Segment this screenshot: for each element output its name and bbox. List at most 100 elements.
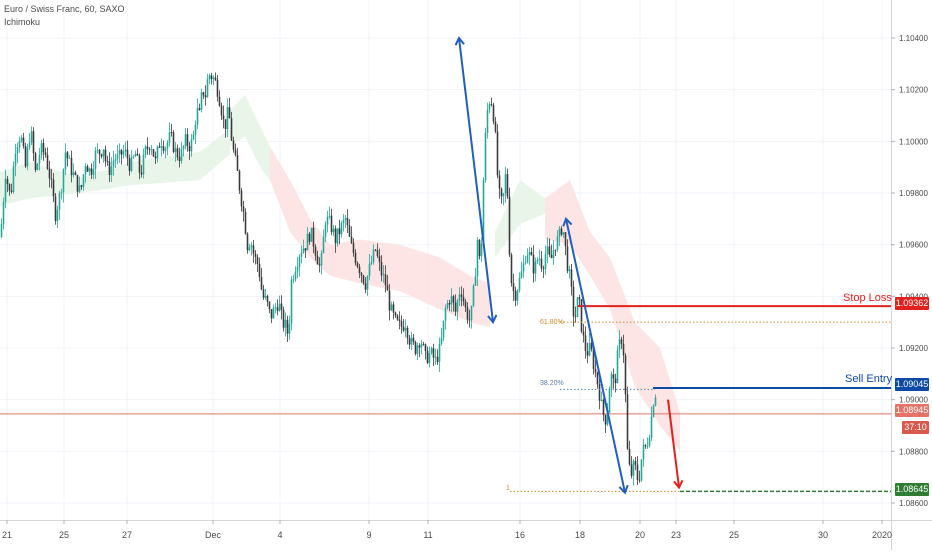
candle-body (330, 215, 333, 233)
candle-body (352, 242, 355, 253)
candle-body (224, 119, 227, 130)
candle-body (202, 92, 205, 96)
candle-body (574, 316, 577, 318)
candle-body (532, 254, 535, 274)
candle-body (132, 156, 135, 158)
candle-body (590, 342, 593, 350)
candle-body (228, 107, 231, 119)
candle-body (124, 149, 127, 152)
candle-body (112, 160, 115, 167)
candle-body (194, 124, 197, 135)
candle-body (630, 464, 633, 476)
candle-body (620, 339, 623, 344)
candle-body (274, 307, 277, 309)
candle-body (450, 296, 453, 305)
candle-body (250, 245, 253, 248)
candle-body (402, 326, 405, 331)
candle-body (182, 146, 185, 150)
candle-body (210, 75, 213, 80)
candle-body (252, 245, 255, 254)
candle-body (260, 276, 263, 290)
candle-body (268, 301, 271, 310)
candle-body (276, 307, 279, 311)
candle-body (214, 77, 217, 81)
candle-body (242, 206, 245, 212)
candle-body (30, 131, 33, 143)
candle-body (16, 147, 19, 154)
candle-body (598, 384, 601, 401)
candle-body (396, 315, 399, 320)
projection-arrow-blue (565, 218, 626, 493)
candle-body (6, 178, 9, 185)
candle-body (216, 80, 219, 97)
candle-body (580, 299, 583, 332)
candle-body (72, 172, 75, 176)
candle-body (438, 343, 441, 362)
candle-body (42, 143, 45, 153)
candle-body (204, 95, 207, 98)
x-tick-label: 25 (729, 530, 739, 540)
candle-body (80, 185, 83, 187)
candle-body (602, 399, 605, 416)
candle-body (222, 115, 225, 120)
candle-body (300, 252, 303, 257)
candle-body (524, 262, 527, 264)
candle-body (384, 274, 387, 286)
candle-body (314, 246, 317, 256)
candle-body (474, 276, 477, 286)
candle-body (468, 319, 471, 321)
candle-body (650, 416, 653, 439)
candle-body (540, 258, 543, 269)
candle-body (64, 152, 67, 170)
candle-body (166, 142, 169, 149)
candle-body (372, 249, 375, 263)
y-tick-label: 1.09200 (899, 344, 928, 353)
candle-body (422, 344, 425, 345)
sell-entry-price-tag: 1.09045 (895, 378, 929, 391)
candle-body (550, 254, 553, 259)
candle-body (558, 228, 561, 237)
candle-body (88, 168, 91, 172)
candle-body (586, 350, 589, 356)
candle-body (520, 271, 523, 278)
x-tick-label: 21 (2, 530, 12, 540)
candle-body (134, 153, 137, 157)
candle-body (294, 271, 297, 280)
candle-body (316, 255, 319, 265)
candle-body (454, 302, 457, 312)
candle-body (298, 256, 301, 267)
candle-body (78, 185, 81, 192)
candle-body (174, 148, 177, 152)
projection-arrow-red (667, 399, 680, 488)
current-price-tag: 1.08945 (895, 404, 929, 417)
candle-body (302, 248, 305, 253)
candle-body (456, 300, 459, 312)
candle-body (458, 294, 461, 301)
candle-body (290, 279, 293, 324)
candle-body (58, 193, 61, 210)
candle-body (106, 161, 109, 163)
candle-body (568, 269, 571, 272)
x-tick-label: 11 (423, 530, 432, 540)
candle-body (108, 161, 111, 175)
x-tick-label: 20 (635, 530, 645, 540)
candle-body (180, 149, 183, 162)
candle-body (160, 146, 163, 148)
candle-body (426, 351, 429, 363)
candle-body (130, 156, 133, 171)
candle-body (208, 75, 211, 80)
stop-loss-price-tag: 1.09362 (895, 297, 929, 310)
candle-body (378, 255, 381, 262)
candle-body (414, 341, 417, 354)
candle-body (170, 132, 173, 134)
candle-body (444, 308, 447, 321)
y-tick-label: 1.10400 (899, 34, 928, 43)
candle-body (198, 108, 201, 110)
candle-body (28, 142, 31, 148)
candle-body (470, 305, 473, 321)
indicator-name: Ichimoku (4, 17, 41, 27)
candle-body (362, 275, 365, 284)
y-tick-label: 1.08800 (899, 447, 928, 456)
